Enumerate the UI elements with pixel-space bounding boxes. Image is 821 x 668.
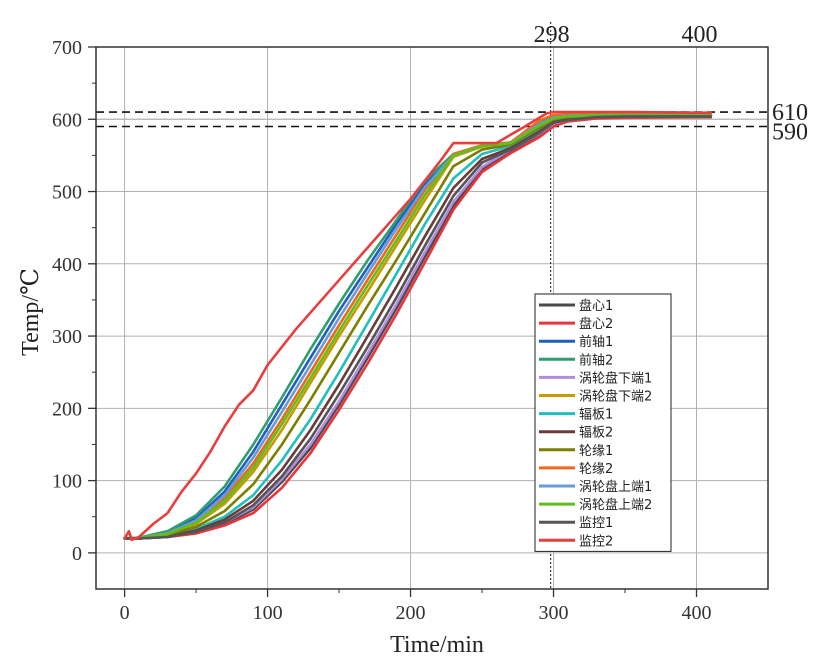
series-line-13 xyxy=(123,115,713,540)
y-axis-title: Temp/℃ xyxy=(18,268,44,356)
legend-label-11: 涡轮盘上端1 xyxy=(579,479,652,495)
legend-label-14: 监控2 xyxy=(579,534,613,549)
x-tick-label: 200 xyxy=(396,602,426,624)
y-tick-label: 500 xyxy=(52,182,82,204)
y-tick-label: 0 xyxy=(72,543,82,565)
legend-label-5: 涡轮盘下端1 xyxy=(579,370,652,386)
y-tick-label: 400 xyxy=(52,254,82,276)
legend-label-7: 辐板1 xyxy=(579,408,613,423)
legend-label-12: 涡轮盘上端2 xyxy=(579,497,652,513)
series-line-2 xyxy=(123,115,713,540)
legend-box xyxy=(534,293,672,552)
x-tick-label: 0 xyxy=(120,602,130,624)
x-tick-label: 400 xyxy=(682,602,712,624)
legend-label-3: 前轴1 xyxy=(579,334,613,350)
axis-ticks: 0 100 200 300 400 0 100 200 300 400 500 600 700 xyxy=(52,37,712,624)
x-axis-title: Time/min xyxy=(390,632,484,658)
legend-label-1: 盘心1 xyxy=(579,298,613,314)
x-tick-label: 100 xyxy=(253,602,283,624)
y-tick-label: 600 xyxy=(52,109,82,131)
plot-frame xyxy=(95,46,769,590)
top-label-400: 400 xyxy=(682,22,718,48)
y-tick-label: 300 xyxy=(52,326,82,348)
y-tick-label: 200 xyxy=(52,398,82,420)
legend: 盘心1 盘心2 前轴1 前轴2 涡轮盘下端1 涡轮盘下端2 辐板1 辐板2 轮缘1 轮缘2 涡轮盘上… xyxy=(534,293,672,552)
legend-label-4: 前轴2 xyxy=(579,352,613,368)
legend-label-2: 盘心2 xyxy=(579,316,613,332)
x-tick-label: 300 xyxy=(539,602,569,624)
legend-label-10: 轮缘2 xyxy=(579,462,613,477)
y-tick-label: 100 xyxy=(52,471,82,493)
hline-label-610: 610 xyxy=(772,100,808,126)
y-tick-label: 700 xyxy=(52,37,82,59)
series-line-12 xyxy=(123,113,713,540)
legend-label-6: 涡轮盘下端2 xyxy=(579,389,652,405)
legend-label-8: 辐板2 xyxy=(579,426,613,441)
series-lines xyxy=(123,110,713,542)
top-label-298: 298 xyxy=(534,22,570,48)
series-line-14 xyxy=(123,110,713,542)
legend-label-9: 轮缘1 xyxy=(579,444,613,459)
legend-label-13: 监控1 xyxy=(579,516,613,531)
hline-label-590: 590 xyxy=(772,119,808,145)
